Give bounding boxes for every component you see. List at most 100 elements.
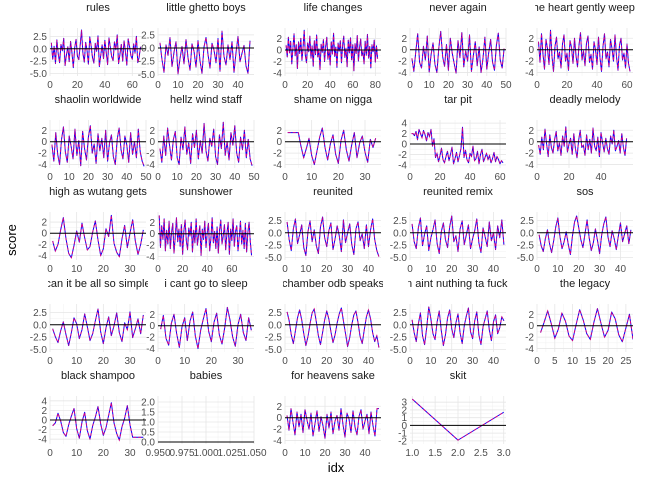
x-tick-label: 60 bbox=[347, 80, 359, 91]
facet-panel: rules -5.0-2.5 0.02.5 0 20 40 60 bbox=[30, 2, 146, 91]
y-tick-label: -2 bbox=[146, 333, 155, 344]
x-tick-label: 20 bbox=[563, 172, 575, 183]
x-tick-label: 30 bbox=[210, 172, 222, 183]
y-tick-label: -2 bbox=[525, 333, 534, 344]
y-tick-label: -5.0 bbox=[265, 345, 283, 356]
y-tick-label: -5.0 bbox=[390, 345, 408, 356]
facet-title: hellz wind staff bbox=[170, 94, 243, 106]
y-tick-label: 2.5 bbox=[141, 30, 155, 41]
x-tick-label: 10 bbox=[172, 80, 184, 91]
x-tick-label: 30 bbox=[124, 448, 136, 459]
facet-title: tar pit bbox=[444, 94, 472, 106]
y-tick-label: 2 bbox=[149, 218, 155, 229]
series-line-b bbox=[411, 398, 504, 441]
y-tick-label: 2.5 bbox=[268, 308, 282, 319]
x-tick-label: 0 bbox=[282, 80, 288, 91]
x-tick-label: 30 bbox=[212, 80, 224, 91]
x-tick-label: 30 bbox=[467, 264, 479, 275]
y-tick-label: -2 bbox=[525, 57, 534, 68]
facet-title: high as wutang gets bbox=[49, 186, 147, 198]
panel-background bbox=[285, 120, 381, 168]
y-tick-label: 2.5 bbox=[393, 216, 407, 227]
y-tick-label: -5.0 bbox=[517, 253, 535, 264]
x-tick-label: 20 bbox=[72, 80, 84, 91]
facet-title: the legacy bbox=[560, 278, 611, 290]
x-tick-label: 30 bbox=[339, 448, 351, 459]
x-tick-label: 30 bbox=[124, 356, 136, 367]
y-tick-label: 0 bbox=[276, 413, 282, 424]
y-tick-label: 2 bbox=[41, 218, 47, 229]
y-tick-label: 0 bbox=[528, 137, 534, 148]
y-tick-label: 2 bbox=[276, 34, 282, 45]
x-tick-label: 20 bbox=[302, 80, 314, 91]
y-tick-label: -4 bbox=[38, 435, 47, 446]
series-line-b bbox=[158, 215, 252, 256]
y-tick-label: 0 bbox=[401, 140, 407, 151]
facet-title: can it be all so simple bbox=[45, 278, 150, 290]
y-tick-label: 0.0 bbox=[268, 320, 282, 331]
x-tick-label: 10 bbox=[300, 356, 312, 367]
y-axis-title: score bbox=[4, 224, 19, 256]
facet-title: sos bbox=[576, 186, 594, 198]
x-tick-label: 20 bbox=[177, 264, 189, 275]
y-tick-label: 0.0 bbox=[33, 320, 47, 331]
y-tick-label: 0.0 bbox=[33, 44, 47, 55]
y-tick-label: -2.5 bbox=[265, 241, 283, 252]
x-tick-label: 20 bbox=[98, 264, 110, 275]
x-tick-label: 10 bbox=[567, 356, 579, 367]
x-tick-label: 40 bbox=[595, 172, 607, 183]
series-line-b bbox=[287, 127, 377, 165]
series-line-b bbox=[411, 31, 505, 74]
x-tick-label: 40 bbox=[121, 172, 133, 183]
series-line-b bbox=[51, 125, 145, 167]
series-line-b bbox=[160, 307, 252, 349]
y-tick-label: -4 bbox=[146, 252, 155, 263]
x-tick-label: 30 bbox=[467, 356, 479, 367]
series-line-b bbox=[538, 214, 632, 255]
x-tick-label: 0 bbox=[407, 356, 413, 367]
x-tick-label: 30 bbox=[342, 356, 354, 367]
x-tick-label: 0 bbox=[282, 356, 288, 367]
x-tick-label: 60 bbox=[621, 80, 633, 91]
y-tick-label: -2 bbox=[38, 240, 47, 251]
y-tick-label: -5.0 bbox=[390, 253, 408, 264]
x-tick-label: 10 bbox=[71, 356, 83, 367]
x-tick-label: 30 bbox=[359, 172, 371, 183]
y-tick-label: 2 bbox=[149, 126, 155, 137]
y-tick-label: -1 bbox=[398, 429, 407, 440]
x-tick-label: 20 bbox=[573, 264, 585, 275]
y-tick-label: 0 bbox=[276, 137, 282, 148]
y-tick-label: -4 bbox=[38, 160, 47, 171]
y-tick-label: -4 bbox=[146, 344, 155, 355]
x-tick-label: 40 bbox=[488, 264, 500, 275]
minor-gridlines bbox=[285, 212, 381, 260]
x-tick-label: 10 bbox=[306, 172, 318, 183]
facet-title: i cant go to sleep bbox=[164, 278, 247, 290]
x-tick-label: 2.0 bbox=[451, 448, 465, 459]
y-tick-label: 4 bbox=[41, 396, 47, 407]
y-tick-label: -4 bbox=[273, 69, 282, 80]
x-tick-label: 25 bbox=[620, 356, 632, 367]
y-tick-label: 4 bbox=[401, 119, 407, 130]
facet-title: babies bbox=[190, 370, 223, 382]
y-tick-label: -2 bbox=[38, 425, 47, 436]
x-tick-label: 0 bbox=[407, 172, 413, 183]
x-tick-label: 10 bbox=[172, 172, 184, 183]
x-tick-label: 10 bbox=[425, 356, 437, 367]
x-tick-label: 0.975 bbox=[169, 448, 194, 459]
y-tick-label: -4 bbox=[38, 251, 47, 262]
y-tick-label: -2 bbox=[146, 149, 155, 160]
facet-panel: babies 0.00.51.01.52.0 0.9500.9751.0001.02… bbox=[141, 370, 267, 459]
facet-title: shame on nigga bbox=[294, 94, 373, 106]
x-tick-label: 10 bbox=[424, 80, 436, 91]
series-line-b bbox=[411, 306, 505, 346]
facet-title: reunited remix bbox=[423, 186, 493, 198]
x-tick-label: 0 bbox=[282, 172, 288, 183]
series-line-b bbox=[538, 30, 631, 72]
